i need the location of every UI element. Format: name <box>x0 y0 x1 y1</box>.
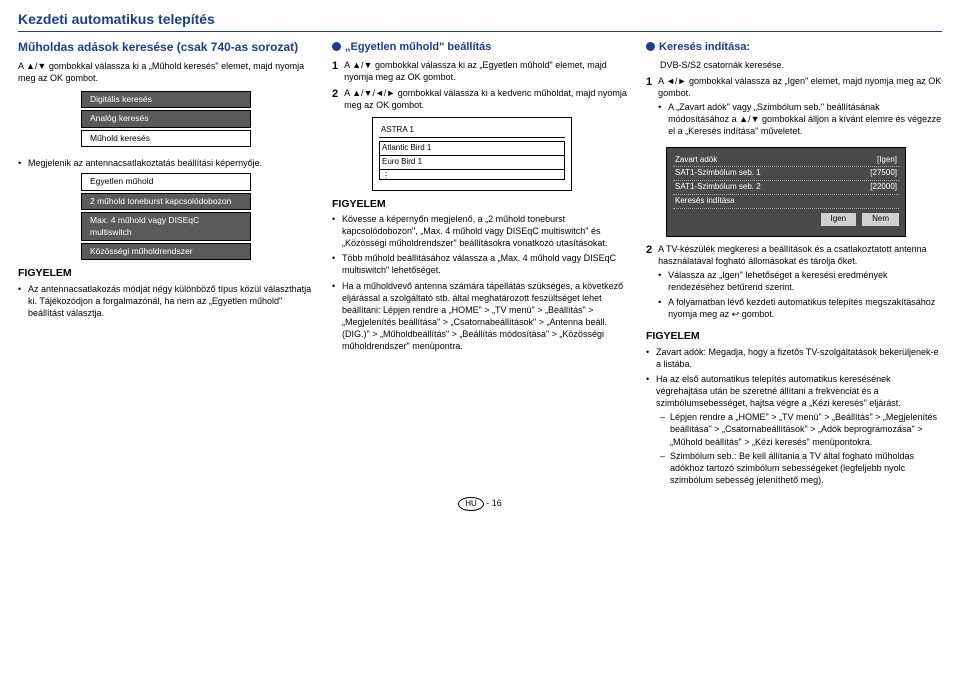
col3-heading-text: Keresés indítása: <box>659 40 750 55</box>
page-footer: HU - 16 <box>18 497 942 511</box>
opt-diseqc: Max. 4 műhold vagy DISEqC multiswitch <box>81 212 251 241</box>
col1-figyelem-label: FIGYELEM <box>18 266 314 280</box>
p3r3b: [22000] <box>870 182 897 193</box>
col2-step-2: 2 A ▲/▼/◄/► gombokkal válassza ki a kedv… <box>332 87 628 111</box>
col2-fb3: Ha a műholdvevő antenna számára tápellát… <box>332 280 628 353</box>
col3-figyelem-label: FIGYELEM <box>646 329 942 343</box>
step-num-1: 1 <box>646 75 652 141</box>
p3r2b: [27500] <box>870 168 897 179</box>
btn-yes[interactable]: Igen <box>821 213 857 226</box>
col2-fb2: Több műhold beállításához válassza a „Ma… <box>332 252 628 276</box>
bullet-dot-icon <box>332 42 341 51</box>
col2-figyelem-label: FIGYELEM <box>332 197 628 211</box>
col3-step1-text: A ◄/► gombokkal válassza az „Igen" eleme… <box>658 75 942 99</box>
col1-bullet-screen: Megjelenik az antennacsatlakoztatás beál… <box>18 157 314 169</box>
col3-fb2-text: Ha az első automatikus telepítés automat… <box>656 374 901 408</box>
search-settings-panel: Zavart adók [Igen] SAT1-Szimbólum seb. 1 [… <box>666 147 906 237</box>
p3r2a: SAT1-Szimbólum seb. 1 <box>675 168 761 179</box>
col3-step1-sub: A „Zavart adók" vagy „Szimbólum seb." be… <box>658 101 942 137</box>
col3-step2-a: Válassza az „Igen" lehetőséget a keresés… <box>658 269 942 293</box>
page-title: Kezdeti automatikus telepítés <box>18 10 942 32</box>
col2-step1-text: A ▲/▼ gombokkal válassza ki az „Egyetlen… <box>344 59 628 83</box>
col-3: Keresés indítása: DVB-S/S2 csatornák ker… <box>646 40 942 489</box>
opt-single: Egyetlen műhold <box>81 173 251 190</box>
step-num-2: 2 <box>646 243 652 324</box>
footer-lang: HU <box>458 497 484 511</box>
panel3-r4: Keresés indítása <box>673 195 899 209</box>
col-2: „Egyetlen műhold" beállítás 1 A ▲/▼ gomb… <box>332 40 628 489</box>
panel3-r1: Zavart adók [Igen] <box>673 154 899 168</box>
p3r1a: Zavart adók <box>675 155 717 166</box>
btn-no[interactable]: Nem <box>862 213 899 226</box>
box-analog: Analóg keresés <box>81 110 251 127</box>
step-num-2: 2 <box>332 87 338 111</box>
col3-step2-b: A folyamatban lévő kezdeti automatikus t… <box>658 296 942 320</box>
satellite-option-boxes: Egyetlen műhold 2 műhold toneburst kapcs… <box>18 173 314 260</box>
p3r3a: SAT1-Szimbólum seb. 2 <box>675 182 761 193</box>
col1-intro: A ▲/▼ gombokkal válassza ki a „Műhold ke… <box>18 60 314 84</box>
col2-step2-text: A ▲/▼/◄/► gombokkal válassza ki a kedven… <box>344 87 628 111</box>
p3r4a: Keresés indítása <box>675 196 735 207</box>
col2-heading: „Egyetlen műhold" beállítás <box>332 40 628 55</box>
panel-row-2: Euro Bird 1 <box>379 156 565 170</box>
col3-step2-text: A TV-készülék megkeresi a beállítások és… <box>658 243 942 267</box>
p3r1b: [Igen] <box>877 155 897 166</box>
panel-hdr: ASTRA 1 <box>379 124 565 138</box>
panel3-r3: SAT1-Szimbólum seb. 2 [22000] <box>673 181 899 195</box>
bullet-dot-icon <box>646 42 655 51</box>
footer-page: 16 <box>492 498 502 508</box>
col3-fb2: Ha az első automatikus telepítés automat… <box>646 373 942 486</box>
panel-row-3: ⋮ <box>379 170 565 180</box>
col2-fb1: Kövesse a képernyőn megjelenő, a „2 műho… <box>332 213 628 249</box>
col3-step-2: 2 A TV-készülék megkeresi a beállítások … <box>646 243 942 324</box>
satellite-list-panel: ASTRA 1 Atlantic Bird 1 Euro Bird 1 ⋮ <box>372 117 572 190</box>
col3-sub: DVB-S/S2 csatornák keresése. <box>646 59 942 71</box>
col3-fb1: Zavart adók: Megadja, hogy a fizetős TV-… <box>646 346 942 370</box>
col-1: Műholdas adások keresése (csak 740-as so… <box>18 40 314 489</box>
step-num-1: 1 <box>332 59 338 83</box>
panel-row-1: Atlantic Bird 1 <box>379 141 565 156</box>
col3-heading: Keresés indítása: <box>646 40 942 55</box>
col2-step-1: 1 A ▲/▼ gombokkal válassza ki az „Egyetl… <box>332 59 628 83</box>
panel3-r2: SAT1-Szimbólum seb. 1 [27500] <box>673 167 899 181</box>
col1-heading: Műholdas adások keresése (csak 740-as so… <box>18 40 314 54</box>
col3-step-1: 1 A ◄/► gombokkal válassza az „Igen" ele… <box>646 75 942 141</box>
col2-heading-text: „Egyetlen műhold" beállítás <box>345 40 491 55</box>
col3-fb2a: Lépjen rendre a „HOME" > „TV menü" > „Be… <box>660 411 942 447</box>
box-satellite: Műhold keresés <box>81 130 251 147</box>
col1-figyelem-text: Az antennacsatlakozás módját négy különb… <box>18 283 314 319</box>
opt-toneburst: 2 műhold toneburst kapcsolódobozon <box>81 193 251 210</box>
box-digital: Digitális keresés <box>81 91 251 108</box>
col3-fb2b: Szimbólum seb.: Be kell állítania a TV á… <box>660 450 942 486</box>
opt-community: Közösségi műholdrendszer <box>81 243 251 260</box>
search-type-boxes: Digitális keresés Analóg keresés Műhold … <box>18 91 314 147</box>
